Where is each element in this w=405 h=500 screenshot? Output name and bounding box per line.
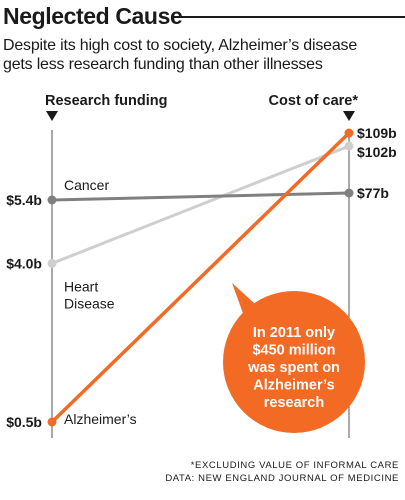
left-axis-label: Research funding <box>45 93 167 109</box>
title-rule <box>178 16 405 18</box>
right-value-label-cancer: $77b <box>357 185 389 201</box>
left-point-cancer <box>47 195 57 205</box>
annotation-line-1: In 2011 only <box>253 325 335 341</box>
annotation-line-3: was spent on <box>247 360 340 376</box>
right-point-cancer <box>344 188 354 198</box>
right-axis-label: Cost of care* <box>269 93 359 109</box>
right-value-label-heart-disease: $102b <box>357 144 397 160</box>
left-down-triangle-icon <box>46 111 58 121</box>
series-line-alzheimer-s <box>50 131 351 424</box>
source-note: DATA: NEW ENGLAND JOURNAL OF MEDICINE <box>165 473 399 484</box>
right-point-heart-disease <box>344 141 354 151</box>
subtitle-line-1: Despite its high cost to society, Alzhei… <box>3 37 358 54</box>
series-name-heart-disease-line-2: Disease <box>64 295 115 311</box>
annotation-line-4: Alzheimer’s <box>253 378 334 394</box>
left-point-heart-disease <box>47 258 57 268</box>
series-name-heart-disease-line-1: Heart <box>64 278 98 294</box>
chart-subtitle: Despite its high cost to society, Alzhei… <box>3 36 403 74</box>
series-name-alzheimer-s: Alzheimer’s <box>64 411 137 427</box>
annotation-line-5: research <box>264 395 324 411</box>
series-line-cancer <box>51 191 350 202</box>
subtitle-line-2: gets less research funding than other il… <box>3 56 323 73</box>
left-value-label-heart-disease: $4.0b <box>6 255 42 271</box>
series-line-heart-disease <box>51 144 350 265</box>
annotation-bubble <box>223 291 365 433</box>
left-value-label-cancer: $5.4b <box>6 192 42 208</box>
right-value-label-alzheimer-s: $109b <box>357 125 397 141</box>
series-name-cancer: Cancer <box>64 177 109 193</box>
right-down-triangle-icon <box>343 111 355 121</box>
right-point-alzheimer-s <box>344 128 354 138</box>
left-point-alzheimer-s <box>47 417 57 427</box>
left-value-label-alzheimer-s: $0.5b <box>6 414 42 430</box>
footnote: *EXCLUDING VALUE OF INFORMAL CARE <box>190 460 399 471</box>
chart-title: Neglected Cause <box>3 3 183 29</box>
annotation-line-2: $450 million <box>252 343 335 359</box>
